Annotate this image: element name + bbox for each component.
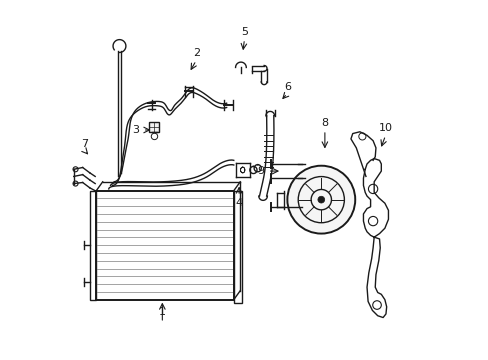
Text: 6: 6 [284, 82, 290, 92]
Bar [233, 191, 241, 303]
Circle shape [287, 166, 354, 234]
Text: 3: 3 [132, 125, 139, 135]
Text: 2: 2 [192, 48, 200, 58]
Text: 9: 9 [257, 166, 264, 176]
Text: 1: 1 [159, 307, 165, 317]
Bar [149, 122, 159, 132]
Text: 5: 5 [241, 27, 247, 37]
Circle shape [317, 196, 324, 203]
Text: 7: 7 [81, 139, 88, 149]
Text: 8: 8 [321, 118, 328, 128]
Text: 10: 10 [378, 123, 392, 133]
Bar [90, 191, 96, 300]
Text: 4: 4 [235, 198, 242, 208]
